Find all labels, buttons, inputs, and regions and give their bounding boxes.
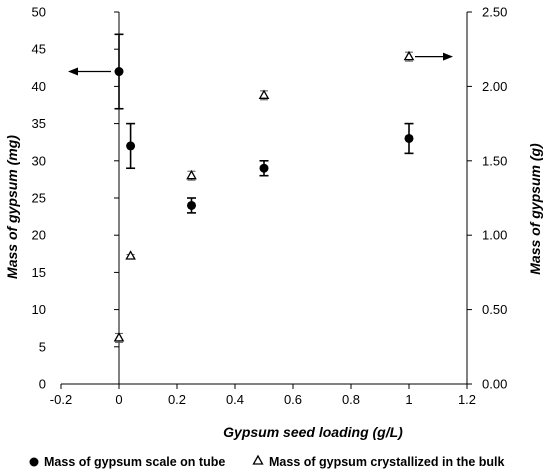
- legend-marker-scale: [29, 457, 39, 467]
- y2-axis-title: Mass of gypsum (g): [527, 143, 543, 275]
- y-tick-label: 50: [32, 5, 46, 20]
- x-tick-label: 0.6: [284, 392, 302, 407]
- x-tick-label: 1.2: [458, 392, 476, 407]
- y-tick-label: 20: [32, 228, 46, 243]
- y-tick-label: 30: [32, 153, 46, 168]
- scale-point: [259, 163, 269, 173]
- y2-tick-label: 1.50: [482, 153, 507, 168]
- legend-label-bulk: Mass of gypsum crystallized in the bulk: [269, 455, 505, 469]
- scale-point: [126, 141, 136, 151]
- y-tick-label: 45: [32, 42, 46, 57]
- y2-tick-label: 0.00: [482, 377, 507, 392]
- y-tick-label: 10: [32, 302, 46, 317]
- bulk-point: [125, 250, 136, 260]
- bulk-point: [113, 332, 125, 342]
- x-tick-label: 0: [115, 392, 122, 407]
- scale-point: [404, 133, 414, 143]
- left-axis-arrowhead: [68, 67, 78, 76]
- x-axis-title: Gypsum seed loading (g/L): [223, 424, 403, 440]
- y2-tick-label: 2.50: [482, 5, 507, 20]
- x-tick-label: 0.4: [226, 392, 244, 407]
- legend-marker-bulk: [252, 454, 264, 465]
- y2-tick-label: 0.50: [482, 302, 507, 317]
- x-tick-label: -0.2: [50, 392, 72, 407]
- y-tick-label: 0: [39, 377, 46, 392]
- y2-tick-label: 1.00: [482, 228, 507, 243]
- x-tick-label: 0.2: [168, 392, 186, 407]
- y-tick-label: 35: [32, 116, 46, 131]
- scale-point: [187, 200, 196, 210]
- y-tick-label: 5: [39, 339, 46, 354]
- bulk-point: [403, 50, 415, 61]
- right-axis-arrowhead: [443, 52, 453, 61]
- y2-tick-label: 2.00: [482, 79, 507, 94]
- y-axis-title: Mass of gypsum (mg): [4, 135, 20, 279]
- y-tick-label: 25: [32, 191, 46, 206]
- x-tick-label: 0.8: [342, 392, 360, 407]
- axes: [60, 11, 472, 389]
- scale-point: [114, 67, 124, 77]
- legend: Mass of gypsum scale on tube Mass of gyp…: [29, 454, 505, 469]
- x-tick-label: 1: [405, 392, 412, 407]
- bulk-point: [258, 89, 270, 99]
- y-tick-label: 40: [32, 79, 46, 94]
- y-tick-label: 15: [32, 265, 46, 280]
- legend-label-scale: Mass of gypsum scale on tube: [44, 455, 225, 469]
- axis-indicator-arrows: [68, 52, 453, 76]
- data-marks: [113, 33, 415, 343]
- tick-labels: -0.2 0 0.2 0.4 0.6 0.8 1 1.2 0 5 10 15 20 25 30 35 40 45 5…: [32, 5, 508, 408]
- bulk-point: [186, 169, 197, 180]
